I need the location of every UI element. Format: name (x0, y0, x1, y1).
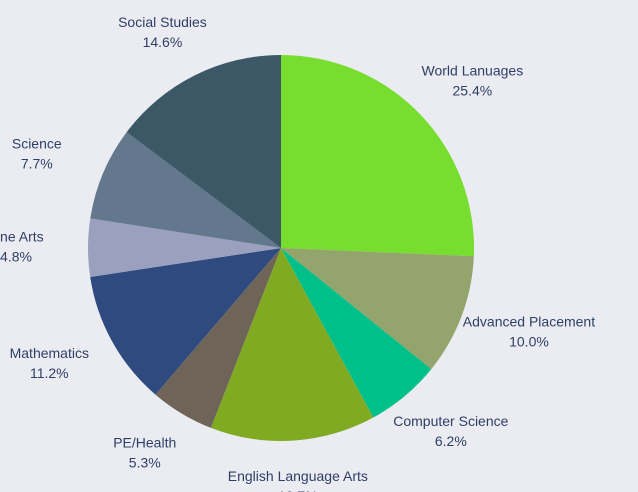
slice-label: World Lanuages (422, 63, 524, 79)
pie-slice (281, 248, 432, 418)
slice-label: Social Studies (118, 14, 207, 30)
slice-value: 14.6% (143, 34, 183, 50)
slice-label: Mathematics (10, 345, 89, 361)
slice-label: Science (12, 136, 62, 152)
slice-value: 13.7% (278, 488, 318, 492)
pie-slice (281, 248, 474, 370)
slice-label: Advanced Placement (463, 313, 595, 329)
slice-value: 11.2% (30, 365, 69, 381)
slice-value: 10.0% (509, 333, 549, 349)
pie-slice (90, 248, 281, 395)
slice-value: 4.8% (0, 248, 32, 264)
slice-value: 6.2% (435, 433, 467, 449)
slice-label: Fine Arts (0, 228, 44, 244)
pie-slice (90, 132, 281, 248)
pie-slice (88, 218, 281, 278)
pie-slice (126, 55, 281, 248)
slice-label: English Language Arts (228, 468, 368, 484)
slice-value: 7.7% (21, 156, 53, 172)
slice-value: 25.4% (453, 83, 493, 99)
slice-label: PE/Health (113, 435, 176, 451)
pie-slice (281, 55, 474, 257)
pie-slice (210, 248, 374, 441)
pie-slice (155, 248, 281, 428)
slice-label: Computer Science (393, 413, 508, 429)
slice-value: 5.3% (129, 455, 161, 471)
